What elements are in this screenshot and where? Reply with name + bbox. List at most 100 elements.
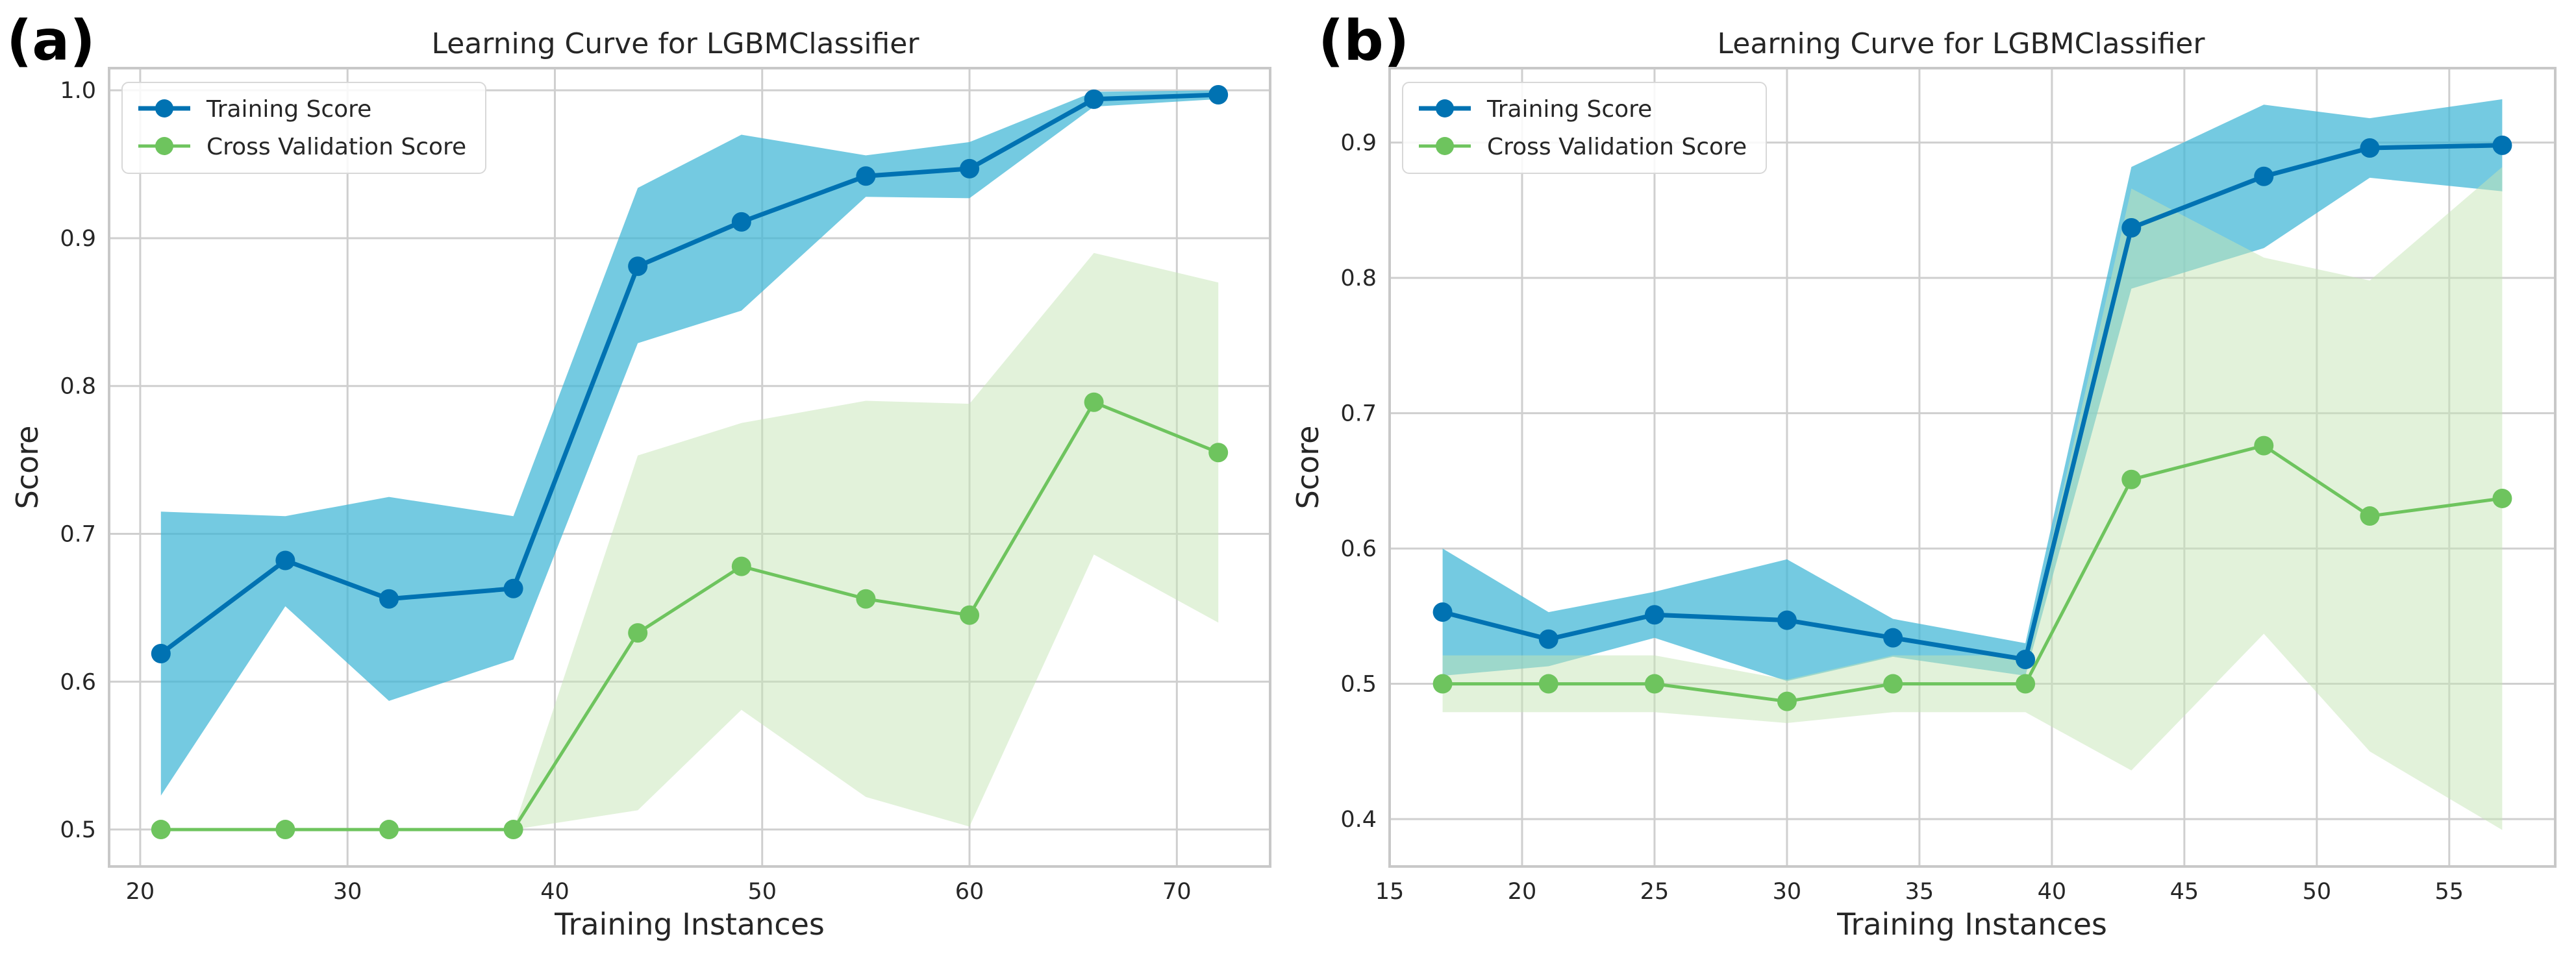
plot-frame-a <box>108 67 1271 868</box>
training-score-point-a-4 <box>628 256 648 276</box>
panel-label-b: (b) <box>1318 8 1409 73</box>
training-score-point-b-8 <box>2360 138 2380 158</box>
cross-validation-score-point-b-9 <box>2492 488 2512 508</box>
training-score-point-b-9 <box>2492 135 2512 155</box>
chart-panel-b: (b) Learning Curve for LGBMClassifier 15… <box>1290 8 2557 942</box>
chart-title-b: Learning Curve for LGBMClassifier <box>1718 27 2206 60</box>
training-score-point-a-0 <box>151 644 171 663</box>
cross-validation-score-point-a-7 <box>960 605 980 625</box>
cross-validation-score-band-a <box>160 252 1219 830</box>
training-score-point-a-5 <box>731 212 751 232</box>
legend-a: Training Score Cross Validation Score <box>121 82 486 174</box>
y-tick-label-b-1: 0.5 <box>1340 672 1377 698</box>
training-score-point-b-6 <box>2121 218 2142 238</box>
y-tick-label-a-3: 0.8 <box>60 374 96 400</box>
confidence-bands-b <box>1442 99 2503 830</box>
y-tick-label-b-4: 0.8 <box>1340 265 1377 291</box>
cross-validation-score-point-b-6 <box>2121 469 2142 489</box>
cross-validation-score-point-b-5 <box>2016 674 2036 694</box>
training-score-point-b-5 <box>2016 650 2036 670</box>
y-tick-label-b-2: 0.6 <box>1340 536 1377 562</box>
training-score-band-a <box>160 90 1219 796</box>
training-score-point-b-0 <box>1432 602 1453 622</box>
x-tick-label-a-5: 70 <box>1162 879 1192 905</box>
cross-validation-score-point-b-3 <box>1777 691 1797 711</box>
plot-frame-b <box>1388 67 2557 868</box>
legend-label-training-score-b: Training Score <box>1486 96 1652 123</box>
legend-box-b <box>1402 82 1767 174</box>
cross-validation-score-point-a-1 <box>275 820 295 840</box>
training-score-point-b-2 <box>1644 605 1664 625</box>
legend-label-training-score-a: Training Score <box>206 96 371 123</box>
y-tick-label-b-0: 0.4 <box>1340 807 1377 833</box>
legend-marker-training-score-b <box>1436 99 1454 117</box>
cross-validation-score-line-b <box>1442 444 2503 704</box>
training-score-point-a-7 <box>960 158 980 178</box>
cross-validation-score-point-a-5 <box>731 556 751 576</box>
cross-validation-score-point-a-2 <box>379 820 399 840</box>
x-tick-label-a-3: 50 <box>747 879 777 905</box>
x-tick-label-b-6: 45 <box>2170 879 2199 905</box>
y-axis-label-a: Score <box>10 426 45 510</box>
x-tick-labels-a: 20 30 40 50 60 70 <box>126 879 1192 905</box>
cross-validation-score-line-a <box>160 400 1219 831</box>
training-score-point-a-3 <box>503 578 523 598</box>
chart-title-a: Learning Curve for LGBMClassifier <box>432 27 920 60</box>
chart-panel-a: (a) Learning Curve for LGBMClassifier 20… <box>6 8 1271 942</box>
training-score-line-b <box>1442 143 2503 662</box>
cross-validation-score-point-a-0 <box>151 820 171 840</box>
cross-validation-score-point-a-3 <box>503 820 523 840</box>
x-tick-label-a-4: 60 <box>955 879 984 905</box>
legend-b: Training Score Cross Validation Score <box>1402 82 1767 174</box>
series-lines-a <box>159 92 1219 831</box>
legend-marker-training-score-a <box>155 99 173 117</box>
x-tick-label-b-3: 30 <box>1773 879 1802 905</box>
cross-validation-score-point-a-4 <box>628 623 648 643</box>
y-tick-label-a-4: 0.9 <box>60 226 96 252</box>
cross-validation-score-point-b-7 <box>2254 436 2274 456</box>
x-tick-label-b-0: 15 <box>1375 879 1405 905</box>
x-tick-label-b-4: 35 <box>1905 879 1934 905</box>
cross-validation-score-point-b-8 <box>2360 506 2380 526</box>
series-points-b <box>1432 135 2512 711</box>
cross-validation-score-band-b <box>1442 167 2503 830</box>
x-tick-labels-b: 15 20 25 30 35 40 45 50 55 <box>1375 879 2464 905</box>
x-axis-label-b: Training Instances <box>1836 907 2107 942</box>
x-tick-label-b-2: 25 <box>1640 879 1669 905</box>
legend-box-a <box>121 82 486 174</box>
training-score-point-a-6 <box>856 166 876 186</box>
training-score-point-b-4 <box>1883 628 1903 648</box>
series-points-a <box>151 85 1229 840</box>
training-score-point-a-9 <box>1208 85 1229 104</box>
x-tick-label-b-7: 50 <box>2303 879 2332 905</box>
training-score-point-b-1 <box>1538 629 1558 649</box>
training-score-line-a <box>159 92 1219 656</box>
training-score-point-b-3 <box>1777 610 1797 630</box>
y-tick-label-a-0: 0.5 <box>60 817 96 843</box>
x-tick-label-a-0: 20 <box>126 879 155 905</box>
y-tick-label-a-1: 0.6 <box>60 669 96 695</box>
x-tick-label-b-5: 40 <box>2038 879 2067 905</box>
x-tick-label-a-2: 40 <box>540 879 569 905</box>
y-tick-labels-a: 0.5 0.6 0.7 0.8 0.9 1.0 <box>60 78 96 843</box>
y-tick-label-b-5: 0.9 <box>1340 130 1377 156</box>
cross-validation-score-point-b-4 <box>1883 674 1903 694</box>
panel-label-a: (a) <box>6 8 95 73</box>
series-lines-b <box>1442 143 2503 704</box>
confidence-bands-a <box>160 90 1219 830</box>
y-axis-label-b: Score <box>1290 426 1325 510</box>
cross-validation-score-point-a-9 <box>1208 443 1229 463</box>
training-score-point-b-7 <box>2254 166 2274 186</box>
y-tick-labels-b: 0.4 0.5 0.6 0.7 0.8 0.9 <box>1340 130 1377 833</box>
x-tick-label-b-1: 20 <box>1508 879 1537 905</box>
legend-label-cross-validation-score-b: Cross Validation Score <box>1487 134 1747 160</box>
training-score-point-a-8 <box>1084 89 1104 109</box>
legend-label-cross-validation-score-a: Cross Validation Score <box>206 134 466 160</box>
cross-validation-score-point-b-1 <box>1538 674 1558 694</box>
training-score-point-a-1 <box>275 550 295 571</box>
y-tick-label-a-2: 0.7 <box>60 522 96 548</box>
cross-validation-score-point-b-0 <box>1432 674 1453 694</box>
y-tick-label-a-5: 1.0 <box>60 78 96 104</box>
y-tick-label-b-3: 0.7 <box>1340 401 1377 427</box>
